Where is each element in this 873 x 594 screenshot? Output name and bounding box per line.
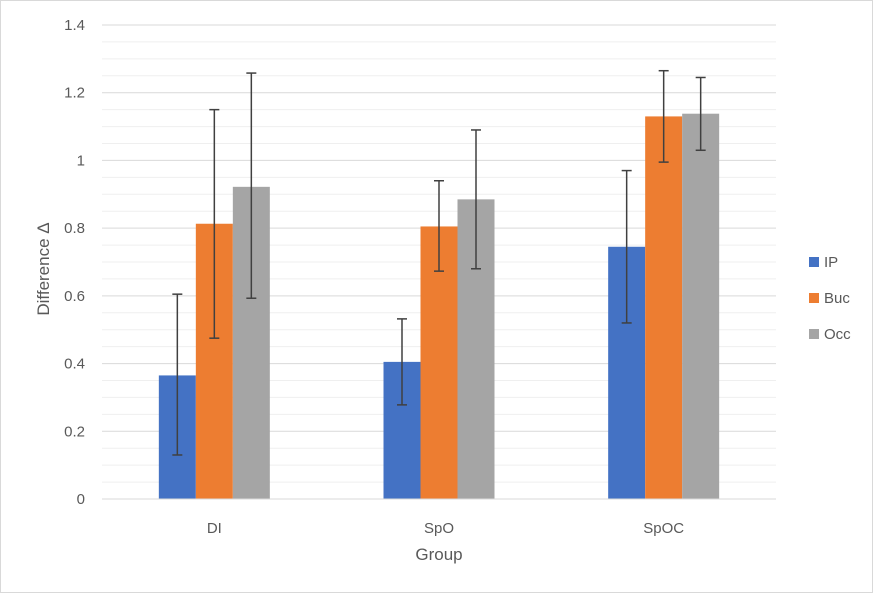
legend-label-buc: Buc (824, 290, 850, 307)
y-tick-label: 0.6 (64, 288, 85, 305)
legend-swatch-ip (809, 257, 819, 267)
legend: IP Buc Occ (809, 254, 851, 343)
y-axis-title: Difference Δ (34, 222, 53, 315)
y-tick-label: 1 (77, 152, 85, 169)
x-tick-label: SpO (424, 520, 454, 537)
legend-label-occ: Occ (824, 326, 851, 343)
error-bars (172, 69, 706, 456)
legend-swatch-buc (809, 293, 819, 303)
y-tick-label: 0.4 (64, 356, 85, 373)
y-axis-ticks: 0 0.2 0.4 0.6 0.8 1 1.2 1.4 (64, 17, 85, 508)
bar-occ-spoc (682, 113, 720, 499)
y-tick-label: 0.8 (64, 220, 85, 237)
y-tick-label: 1.2 (64, 85, 85, 102)
y-tick-label: 0.2 (64, 423, 85, 440)
bar-buc-spoc (645, 116, 683, 500)
x-axis-title: Group (415, 545, 462, 564)
y-tick-label: 1.4 (64, 17, 85, 34)
x-axis-ticks: DI SpO SpOC (207, 520, 684, 537)
legend-swatch-occ (809, 329, 819, 339)
x-tick-label: DI (207, 520, 222, 537)
legend-label-ip: IP (824, 254, 838, 271)
y-tick-label: 0 (77, 491, 85, 508)
x-tick-label: SpOC (643, 520, 684, 537)
bars (158, 113, 720, 500)
